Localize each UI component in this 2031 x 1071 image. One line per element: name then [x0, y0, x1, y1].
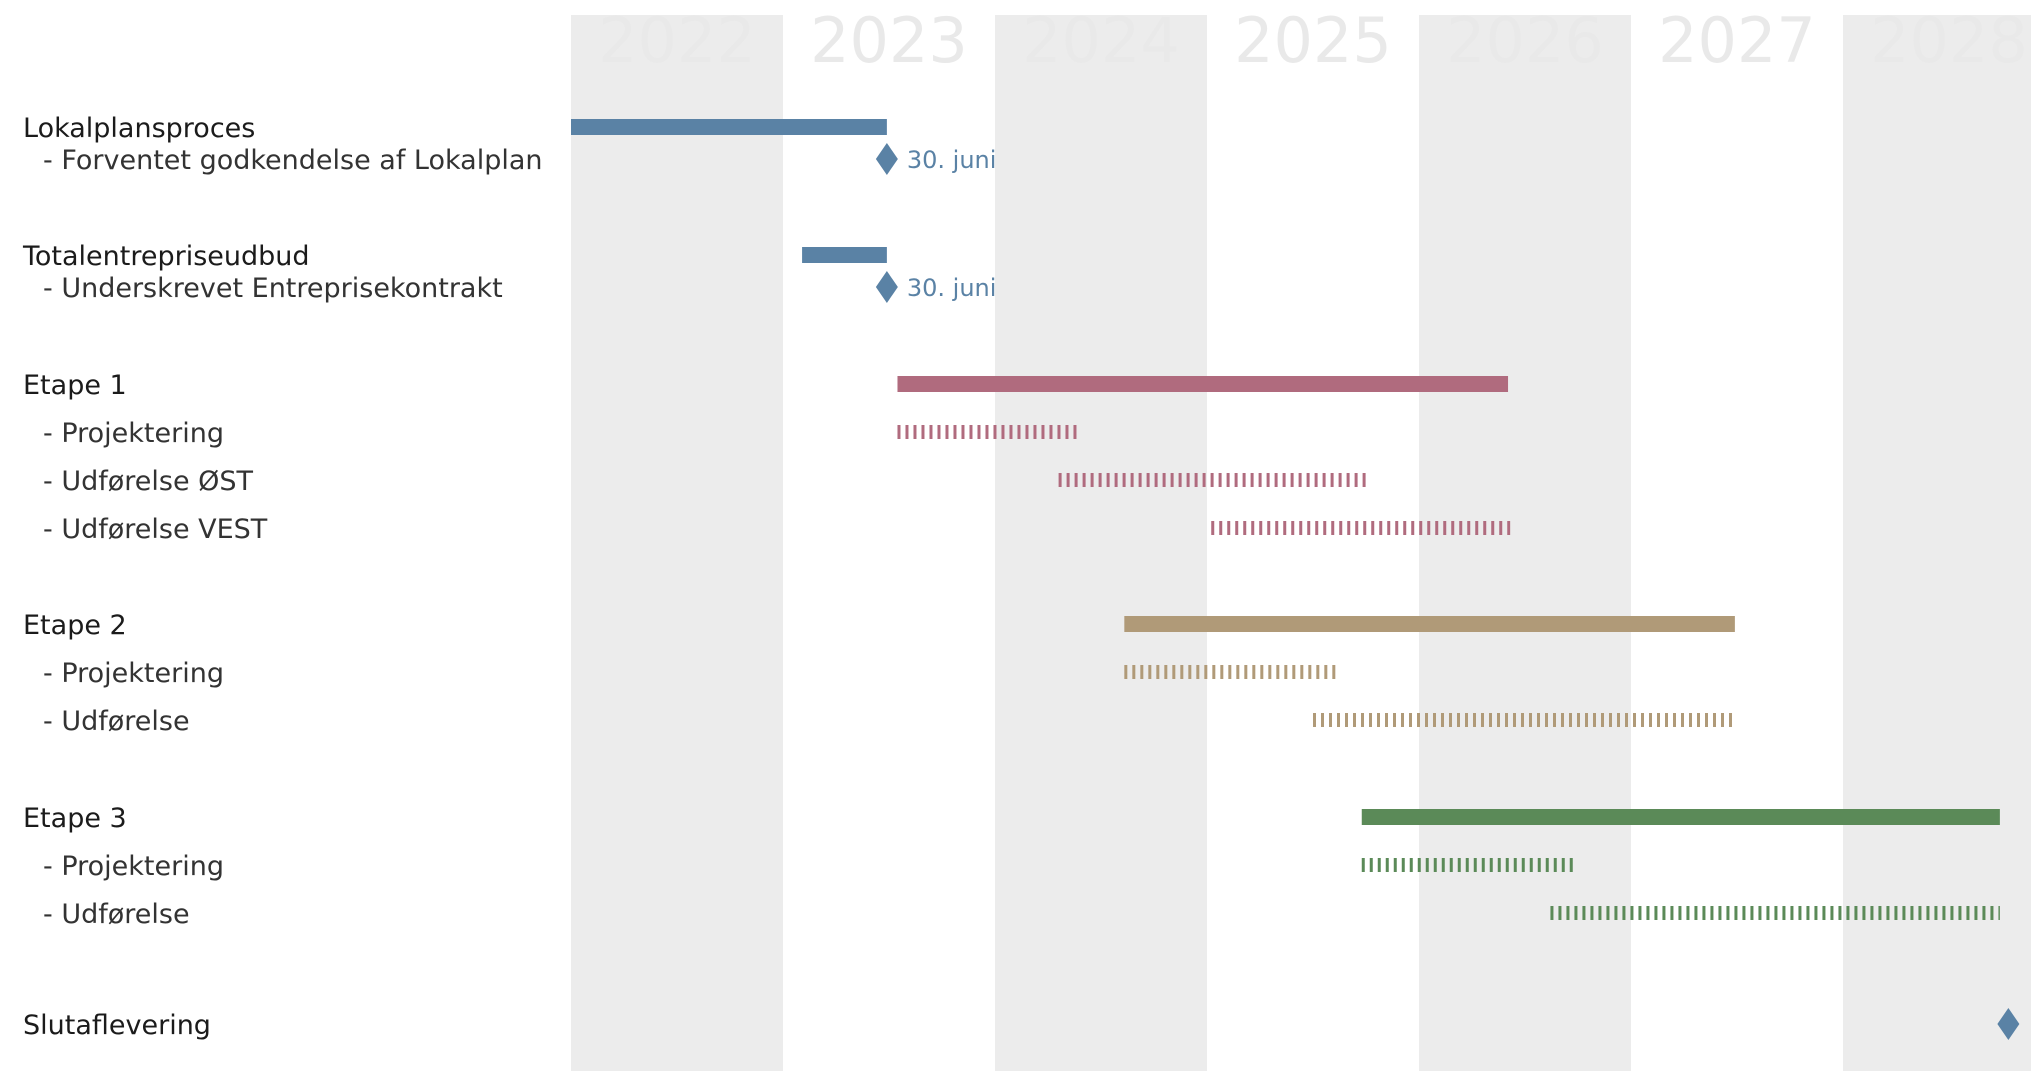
row-label-4: Etape 1	[23, 370, 127, 401]
row-label-8: Etape 2	[23, 610, 127, 641]
year-labels: 2022 2023 2024 2025 2026 2027 2028	[598, 4, 2028, 77]
row-3-milestone-0-label: 30. juni	[907, 274, 997, 302]
row-2-bar-0	[802, 247, 887, 263]
row-label-5: - Projektering	[43, 418, 224, 449]
row-4-bar-0	[897, 376, 1509, 392]
row-1-milestone-0-label: 30. juni	[907, 146, 997, 174]
year-label-2022: 2022	[598, 4, 756, 77]
row-14-milestone-0	[1997, 1008, 2020, 1040]
row-label-11: Etape 3	[23, 803, 127, 834]
year-label-2023: 2023	[810, 4, 968, 77]
row-label-1: - Forventet godkendelse af Lokalplan	[43, 145, 543, 176]
year-band-2024	[995, 15, 1207, 1071]
row-label-13: - Udførelse	[43, 899, 190, 930]
row-label-7: - Udførelse VEST	[43, 514, 268, 545]
year-bands	[571, 15, 2031, 1071]
year-label-2024: 2024	[1022, 4, 1180, 77]
year-label-2027: 2027	[1658, 4, 1816, 77]
row-label-9: - Projektering	[43, 658, 224, 689]
row-11-bar-0	[1361, 809, 2000, 825]
row-label-12: - Projektering	[43, 851, 224, 882]
year-band-2022	[571, 15, 783, 1071]
row-0-bar-0	[571, 119, 887, 135]
gantt-marks: 30. juni 30. juni	[571, 119, 2020, 1040]
row-label-2: Totalentrepriseudbud	[22, 241, 310, 272]
row-8-bar-0	[1124, 616, 1735, 632]
row-label-14: Slutaflevering	[23, 1010, 211, 1041]
year-band-2026	[1419, 15, 1631, 1071]
year-band-2028	[1843, 15, 2031, 1071]
row-label-10: - Udførelse	[43, 706, 190, 737]
year-label-2026: 2026	[1446, 4, 1604, 77]
row-3-milestone-0	[875, 271, 898, 303]
row-1-milestone-0	[875, 143, 898, 175]
row-labels: Lokalplansproces- Forventet godkendelse …	[22, 113, 543, 1041]
row-label-3: - Underskrevet Entreprisekontrakt	[43, 273, 503, 304]
row-label-0: Lokalplansproces	[23, 113, 255, 144]
year-label-2025: 2025	[1234, 4, 1392, 77]
row-label-6: - Udførelse ØST	[43, 466, 254, 497]
year-label-2028: 2028	[1870, 4, 2028, 77]
